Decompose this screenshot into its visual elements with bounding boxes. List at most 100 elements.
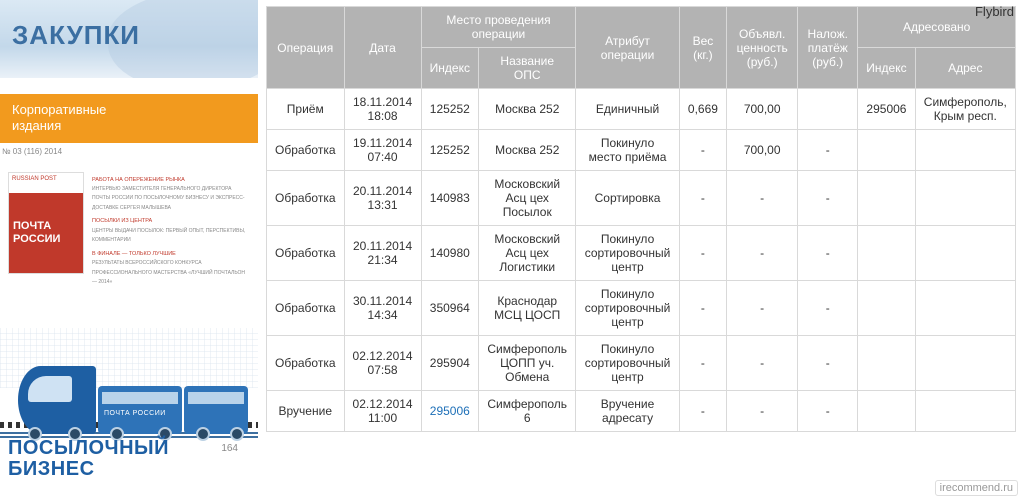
cell-addr-addr: Симферополь, Крым респ.	[915, 89, 1015, 130]
wheel-icon	[230, 427, 244, 441]
cell-date: 02.12.201407:58	[344, 336, 421, 391]
mag-body-b: ЦЕНТРЫ ВЫДАЧИ ПОСЫЛОК: ПЕРВЫЙ ОПЫТ, ПЕРС…	[92, 227, 250, 246]
cell-cod: -	[798, 226, 858, 281]
cell-addr-index	[858, 391, 915, 432]
mag-body-a: ИНТЕРВЬЮ ЗАМЕСТИТЕЛЯ ГЕНЕРАЛЬНОГО ДИРЕКТ…	[92, 185, 250, 214]
watermark-site: irecommend.ru	[935, 480, 1018, 496]
th-operation: Операция	[267, 7, 345, 89]
cell-date: 30.11.201414:34	[344, 281, 421, 336]
cell-operation: Приём	[267, 89, 345, 130]
cell-place-index: 140980	[421, 226, 478, 281]
th-addr-addr: Адрес	[915, 48, 1015, 89]
cell-operation: Обработка	[267, 130, 345, 171]
cell-operation: Вручение	[267, 391, 345, 432]
magazine-brand-line1: ПОЧТА	[13, 220, 79, 232]
magazine-brand-small: RUSSIAN POST	[9, 173, 83, 193]
cell-place-index-link[interactable]: 295006	[430, 404, 470, 418]
cell-attribute: Сортировка	[576, 171, 679, 226]
banner-zakupki-title: ЗАКУПКИ	[12, 20, 140, 51]
cell-weight: -	[679, 171, 727, 226]
cell-weight: 0,669	[679, 89, 727, 130]
magazine-issue-number: № 03 (116) 2014	[0, 147, 258, 156]
wheel-icon	[196, 427, 210, 441]
cell-addr-addr	[915, 171, 1015, 226]
cell-cod: -	[798, 171, 858, 226]
posyl-line1: ПОСЫЛОЧНЫЙ	[8, 438, 169, 459]
cell-addr-addr	[915, 130, 1015, 171]
th-addr-index: Индекс	[858, 48, 915, 89]
cell-place-index: 350964	[421, 281, 478, 336]
cell-declared: -	[727, 391, 798, 432]
cell-attribute: Покинуло сортировочный центр	[576, 336, 679, 391]
table-row: Обработка30.11.201414:34350964Краснодар …	[267, 281, 1016, 336]
cell-weight: -	[679, 391, 727, 432]
th-attribute: Атрибут операции	[576, 7, 679, 89]
cell-date: 19.11.201407:40	[344, 130, 421, 171]
th-weight: Вес (кг.)	[679, 7, 727, 89]
sidebar: ЗАКУПКИ Корпоративные издания № 03 (116)…	[0, 0, 258, 484]
cell-cod: -	[798, 391, 858, 432]
cell-place-index: 125252	[421, 89, 478, 130]
cell-addr-addr	[915, 226, 1015, 281]
cell-attribute: Вручение адресату	[576, 391, 679, 432]
tracking-table: Операция Дата Место проведения операции …	[266, 6, 1016, 432]
cell-addr-index	[858, 130, 915, 171]
cell-place-name: Симферополь ЦОПП уч. Обмена	[479, 336, 576, 391]
cell-weight: -	[679, 226, 727, 281]
cell-date: 02.12.201411:00	[344, 391, 421, 432]
th-cod: Налож. платёж (руб.)	[798, 7, 858, 89]
cell-declared: 700,00	[727, 89, 798, 130]
cell-attribute: Покинуло сортировочный центр	[576, 281, 679, 336]
table-row: Обработка20.11.201413:31140983Московский…	[267, 171, 1016, 226]
magazine-brand-logo: ПОЧТА РОССИИ	[9, 193, 83, 273]
tracking-table-head: Операция Дата Место проведения операции …	[267, 7, 1016, 89]
cell-cod: -	[798, 281, 858, 336]
cell-place-name: Москва 252	[479, 89, 576, 130]
tracking-table-container: Операция Дата Место проведения операции …	[258, 0, 1024, 484]
watermark-username: Flybird	[975, 4, 1014, 19]
table-row: Вручение02.12.201411:00 295006 Симферополь…	[267, 391, 1016, 432]
magazine-cover: RUSSIAN POST ПОЧТА РОССИИ	[8, 172, 84, 274]
cell-place-index: 140983	[421, 171, 478, 226]
cell-date: 20.11.201413:31	[344, 171, 421, 226]
banner-zakupki[interactable]: ЗАКУПКИ	[0, 0, 258, 78]
table-row: Приём18.11.201418:08125252Москва 252Един…	[267, 89, 1016, 130]
cell-operation: Обработка	[267, 226, 345, 281]
cell-place-name: Симферополь 6	[479, 391, 576, 432]
cell-addr-index	[858, 226, 915, 281]
corp-line-1: Корпоративные	[12, 102, 246, 118]
cell-attribute: Единичный	[576, 89, 679, 130]
magazine-promo[interactable]: RUSSIAN POST ПОЧТА РОССИИ РАБОТА НА ОПЕР…	[0, 166, 258, 294]
banner-parcel-business[interactable]: ПОЧТА РОССИИ 164 ПОСЫЛОЧНЫЙ БИЗНЕС	[0, 294, 258, 484]
train-icon: ПОЧТА РОССИИ	[18, 364, 218, 434]
cell-date: 18.11.201418:08	[344, 89, 421, 130]
parcel-business-title: ПОСЫЛОЧНЫЙ БИЗНЕС	[8, 438, 169, 480]
banner-corporate-editions[interactable]: Корпоративные издания	[0, 94, 258, 143]
posyl-line2: БИЗНЕС	[8, 459, 169, 480]
cell-declared: -	[727, 171, 798, 226]
table-row: Обработка19.11.201407:40125252Москва 252…	[267, 130, 1016, 171]
th-date: Дата	[344, 7, 421, 89]
cell-addr-addr	[915, 391, 1015, 432]
cell-attribute: Покинуло место приёма	[576, 130, 679, 171]
page-root: ЗАКУПКИ Корпоративные издания № 03 (116)…	[0, 0, 1024, 484]
cell-place-index: 295904	[421, 336, 478, 391]
cell-declared: -	[727, 226, 798, 281]
table-row: Обработка02.12.201407:58295904Симферопол…	[267, 336, 1016, 391]
cell-addr-index: 295006	[858, 89, 915, 130]
cell-addr-index	[858, 281, 915, 336]
cell-addr-index	[858, 336, 915, 391]
tracking-table-body: Приём18.11.201418:08125252Москва 252Един…	[267, 89, 1016, 432]
cell-operation: Обработка	[267, 336, 345, 391]
cell-place-index[interactable]: 295006	[421, 391, 478, 432]
cell-weight: -	[679, 130, 727, 171]
mag-head-a: РАБОТА НА ОПЕРЕЖЕНИЕ РЫНКА	[92, 175, 250, 185]
cell-attribute: Покинуло сортировочный центр	[576, 226, 679, 281]
cell-operation: Обработка	[267, 281, 345, 336]
corp-line-2: издания	[12, 118, 246, 134]
cell-date: 20.11.201421:34	[344, 226, 421, 281]
cell-weight: -	[679, 281, 727, 336]
mag-head-c: В ФИНАЛЕ — ТОЛЬКО ЛУЧШИЕ	[92, 249, 250, 259]
mag-head-b: ПОСЫЛКИ ИЗ ЦЕНТРА	[92, 216, 250, 226]
wagon-label: ПОЧТА РОССИИ	[104, 410, 166, 417]
